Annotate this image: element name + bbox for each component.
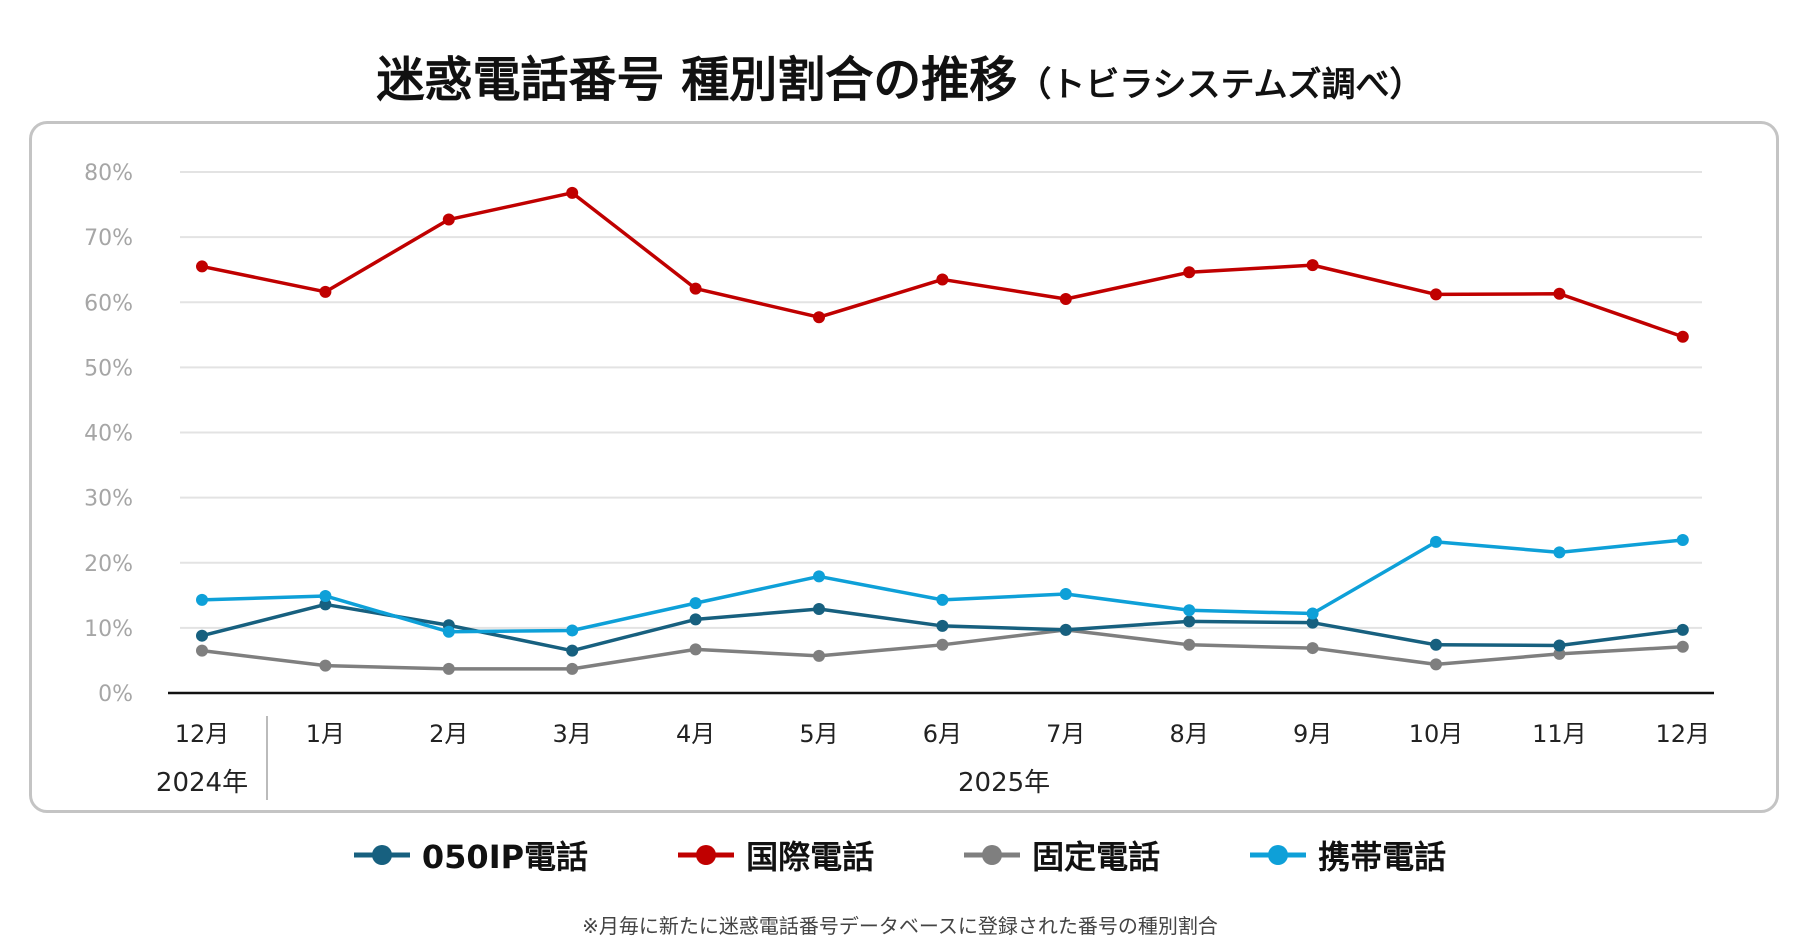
x-tick-label: 8月 (1170, 720, 1209, 748)
x-tick-label: 10月 (1409, 720, 1464, 748)
data-point (1430, 638, 1442, 651)
data-point (319, 659, 332, 672)
data-point (319, 598, 332, 611)
y-tick-label: 30% (84, 487, 133, 512)
legend-item: 050IP電話 (353, 832, 589, 878)
data-point (442, 625, 455, 638)
legend-marker-icon (353, 845, 410, 865)
y-tick-label: 20% (84, 552, 133, 577)
y-tick-label: 40% (84, 422, 133, 447)
data-point (566, 662, 579, 675)
data-point (1430, 288, 1442, 301)
x-tick-label: 4月 (676, 720, 715, 748)
data-point (936, 638, 949, 651)
legend: 050IP電話 国際電話 固定電話 携帯電話 (0, 832, 1800, 878)
data-point (1676, 640, 1689, 653)
data-point (936, 619, 949, 632)
y-tick-label: 60% (84, 291, 133, 316)
data-point (936, 593, 949, 606)
data-point (196, 644, 208, 657)
chart-title-main: 迷惑電話番号 種別割合の推移 (376, 52, 1018, 108)
data-point (196, 629, 208, 642)
x-tick-label: 12月 (175, 720, 230, 748)
legend-marker-icon (678, 845, 735, 865)
data-point (1306, 259, 1319, 272)
data-point (689, 613, 702, 626)
legend-item: 国際電話 (678, 832, 874, 878)
data-point (813, 602, 825, 615)
chart-frame (29, 121, 1779, 813)
data-point (196, 593, 208, 606)
y-tick-label: 80% (84, 161, 133, 186)
y-tick-label: 50% (84, 356, 133, 381)
x-tick-label: 5月 (799, 720, 838, 748)
data-point (442, 213, 455, 226)
footnote: ※月毎に新たに迷惑電話番号データベースに登録された番号の種別割合 (582, 914, 1218, 938)
data-point (1306, 616, 1319, 629)
series-line-3 (201, 538, 1683, 634)
y-tick-label: 70% (84, 226, 133, 251)
data-point (1676, 623, 1689, 636)
data-point (1553, 639, 1566, 652)
data-point (1676, 330, 1689, 343)
x-tick-label: 2月 (429, 720, 468, 748)
legend-label: 050IP電話 (421, 838, 589, 876)
x-tick-label: 3月 (553, 720, 592, 748)
series-line-1 (201, 191, 1684, 339)
x-tick-label: 11月 (1532, 720, 1587, 748)
data-point (1676, 533, 1689, 546)
data-point (1430, 535, 1442, 548)
data-point (442, 662, 455, 675)
legend-label: 携帯電話 (1318, 838, 1447, 876)
data-point (1183, 604, 1196, 617)
x-tick-label: 9月 (1293, 720, 1332, 748)
data-point (813, 649, 825, 662)
x-tick-label: 12月 (1656, 720, 1711, 748)
data-point (319, 589, 332, 602)
data-point (1183, 266, 1196, 279)
data-point (1059, 588, 1072, 601)
data-point (1553, 546, 1566, 559)
data-point (936, 273, 949, 286)
data-point (196, 260, 208, 273)
legend-marker-icon (964, 845, 1021, 865)
data-point (1183, 615, 1196, 628)
x-tick-label: 1月 (306, 720, 345, 748)
data-point (1059, 292, 1072, 305)
y-tick-label: 10% (84, 617, 133, 642)
data-point (1306, 642, 1319, 655)
legend-label: 固定電話 (1032, 838, 1161, 876)
data-point (689, 282, 702, 295)
data-point (319, 285, 332, 298)
year-label: 2024年 (156, 768, 248, 798)
data-point (689, 643, 702, 656)
y-tick-label: 0% (98, 682, 133, 707)
data-point (689, 597, 702, 610)
chart-title-sub: （トビラシステムズ調べ） (1017, 65, 1424, 105)
data-point (813, 570, 825, 583)
data-point (566, 644, 579, 657)
data-point (566, 624, 579, 637)
year-label: 2025年 (958, 768, 1050, 798)
legend-label: 国際電話 (746, 838, 875, 876)
x-tick-label: 7月 (1046, 720, 1085, 748)
x-tick-label: 6月 (923, 720, 962, 748)
data-point (1059, 623, 1072, 636)
legend-item: 固定電話 (964, 832, 1160, 878)
data-point (1430, 658, 1442, 671)
data-point (566, 186, 579, 199)
legend-marker-icon (1250, 845, 1307, 865)
data-point (1306, 607, 1319, 620)
data-point (1553, 287, 1566, 300)
chart-title: 迷惑電話番号 種別割合の推移（トビラシステムズ調べ） (0, 40, 1800, 110)
legend-item: 携帯電話 (1250, 832, 1446, 878)
data-point (813, 311, 825, 324)
data-point (1553, 647, 1566, 660)
data-point (1183, 638, 1196, 651)
